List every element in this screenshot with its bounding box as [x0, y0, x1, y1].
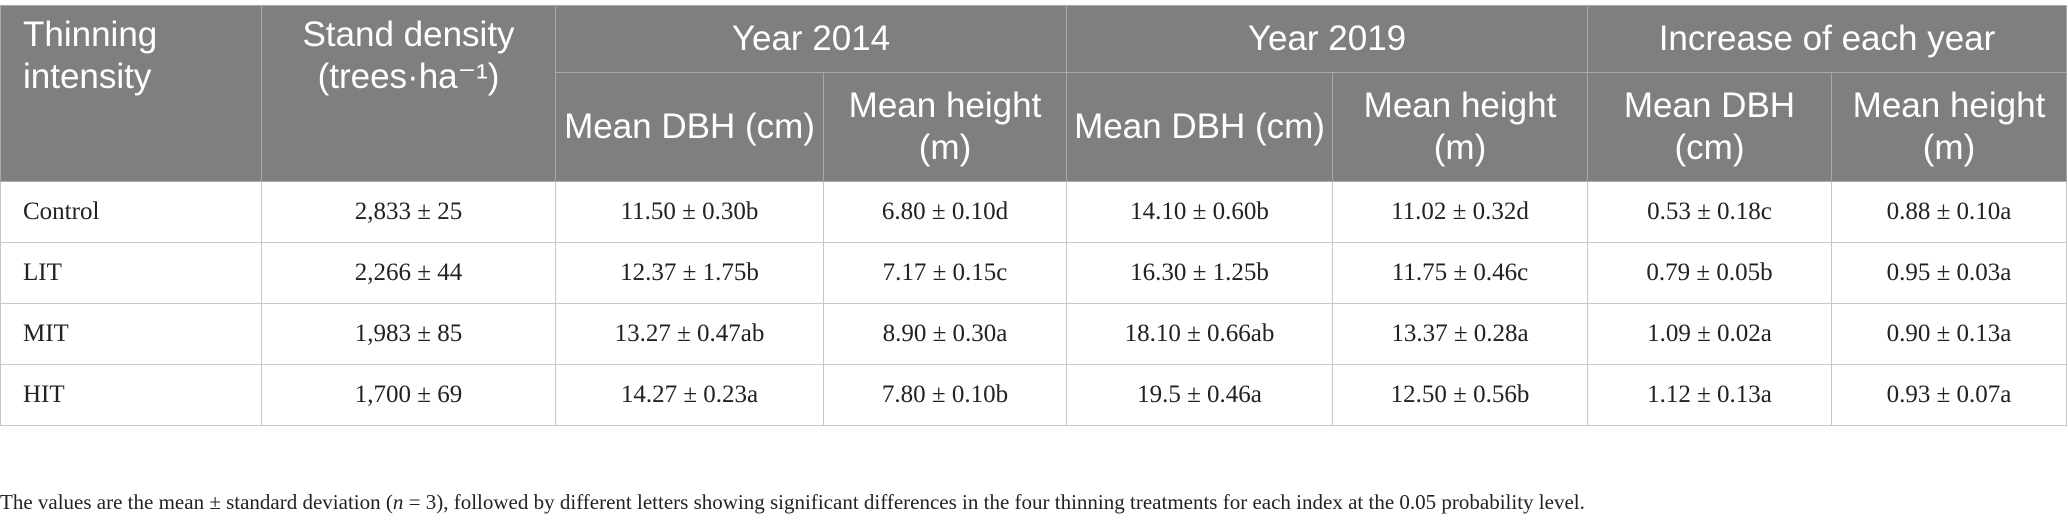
- footnote-text: The values are the mean ± standard devia…: [0, 490, 393, 514]
- table-cell: 7.80 ± 0.10b: [823, 364, 1067, 426]
- table-row: MIT 1,983 ± 85 13.27 ± 0.47ab 8.90 ± 0.30a 1…: [0, 303, 2067, 365]
- table-cell: 0.53 ± 0.18c: [1587, 181, 1832, 243]
- footnote: The values are the mean ± standard devia…: [0, 490, 2068, 515]
- table-cell: 12.37 ± 1.75b: [555, 242, 824, 304]
- sub-header-cell: Mean height (m): [1831, 72, 2067, 182]
- data-table: Thinning intensity Stand density (trees·…: [0, 5, 2067, 426]
- table-cell: 1.09 ± 0.02a: [1587, 303, 1832, 365]
- table-cell: 0.79 ± 0.05b: [1587, 242, 1832, 304]
- table-cell: LIT: [0, 242, 262, 304]
- table-cell: 16.30 ± 1.25b: [1066, 242, 1333, 304]
- table-cell: 2,266 ± 44: [261, 242, 556, 304]
- table-cell: 1,700 ± 69: [261, 364, 556, 426]
- header-cell: Year 2019: [1066, 5, 1588, 73]
- table-row: Control 2,833 ± 25 11.50 ± 0.30b 6.80 ± 0.1…: [0, 181, 2067, 243]
- table-cell: 11.02 ± 0.32d: [1332, 181, 1588, 243]
- table-cell: 14.10 ± 0.60b: [1066, 181, 1333, 243]
- table-row: LIT 2,266 ± 44 12.37 ± 1.75b 7.17 ± 0.15c 16…: [0, 242, 2067, 304]
- sub-header-cell: Mean DBH (cm): [1066, 72, 1333, 182]
- table-cell: MIT: [0, 303, 262, 365]
- table-cell: HIT: [0, 364, 262, 426]
- header-cell: Increase of each year: [1587, 5, 2067, 73]
- header-cell: Stand density (trees·ha⁻¹): [261, 5, 556, 182]
- table-cell: 6.80 ± 0.10d: [823, 181, 1067, 243]
- table-cell: 7.17 ± 0.15c: [823, 242, 1067, 304]
- table-cell: 0.88 ± 0.10a: [1831, 181, 2067, 243]
- sub-header-cell: Mean height (m): [823, 72, 1067, 182]
- sub-header-cell: Mean DBH (cm): [555, 72, 824, 182]
- table-cell: 1,983 ± 85: [261, 303, 556, 365]
- table-cell: 0.95 ± 0.03a: [1831, 242, 2067, 304]
- table-cell: 12.50 ± 0.56b: [1332, 364, 1588, 426]
- table-cell: 11.50 ± 0.30b: [555, 181, 824, 243]
- table-cell: 11.75 ± 0.46c: [1332, 242, 1588, 304]
- table-cell: 8.90 ± 0.30a: [823, 303, 1067, 365]
- footnote-text: = 3), followed by different letters show…: [403, 490, 1585, 514]
- header-cell: Thinning intensity: [0, 5, 262, 182]
- table-cell: 14.27 ± 0.23a: [555, 364, 824, 426]
- table-cell: 0.90 ± 0.13a: [1831, 303, 2067, 365]
- sub-header-cell: Mean DBH (cm): [1587, 72, 1832, 182]
- table-cell: 13.37 ± 0.28a: [1332, 303, 1588, 365]
- table-cell: 0.93 ± 0.07a: [1831, 364, 2067, 426]
- sub-header-cell: Mean height (m): [1332, 72, 1588, 182]
- table-cell: 18.10 ± 0.66ab: [1066, 303, 1333, 365]
- table-row: HIT 1,700 ± 69 14.27 ± 0.23a 7.80 ± 0.10b 19…: [0, 364, 2067, 426]
- table-cell: 2,833 ± 25: [261, 181, 556, 243]
- table-cell: 13.27 ± 0.47ab: [555, 303, 824, 365]
- table-cell: 1.12 ± 0.13a: [1587, 364, 1832, 426]
- table-cell: Control: [0, 181, 262, 243]
- table-cell: 19.5 ± 0.46a: [1066, 364, 1333, 426]
- header-cell: Year 2014: [555, 5, 1067, 73]
- footnote-italic: n: [392, 490, 404, 514]
